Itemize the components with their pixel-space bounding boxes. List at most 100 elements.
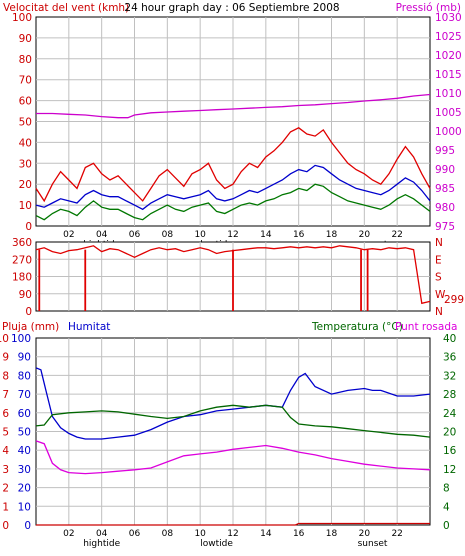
humidity-tick-label: 40 — [18, 445, 31, 457]
wind-speed-x-tick-label: 02 — [63, 230, 74, 240]
temperature-tick-label: 8 — [443, 483, 450, 495]
humidity-temperature-x-tick-label: 08 — [162, 529, 174, 539]
wind-direction-degree-label: 0 — [25, 306, 32, 318]
wind-direction-compass-label: E — [435, 254, 442, 266]
humidity-tick-label: 80 — [18, 370, 31, 382]
wind-speed-x-tick-label: 10 — [194, 230, 206, 240]
rain-tick-label: 3 — [2, 464, 9, 476]
series-velocitat-m-nima-kmh — [35, 183, 431, 221]
pressure-tick-label: 975 — [435, 221, 455, 233]
humidity-tick-label: 20 — [18, 483, 31, 495]
temperature-tick-label: 0 — [443, 520, 450, 532]
humidity-tick-label: 30 — [18, 464, 31, 476]
wind-speed-x-tick-label: 22 — [391, 230, 402, 240]
temperature-tick-label: 24 — [443, 408, 457, 420]
wind-speed-x-tick-label: 20 — [359, 230, 371, 240]
pressure-tick-label: 995 — [435, 145, 455, 157]
tide-annotation-lowtide: lowtide — [200, 539, 233, 549]
pressure-tick-label: 980 — [435, 202, 455, 214]
rain-tick-label: 2 — [2, 483, 9, 495]
wind-direction-degree-label: 360 — [12, 237, 32, 249]
pressure-tick-label: 1020 — [435, 50, 462, 62]
wind-direction-degree-label: 270 — [12, 254, 32, 266]
series-velocitat-del-vent-kmh — [35, 164, 431, 211]
tide-annotation-hightide: hightide — [83, 539, 120, 549]
rain-tick-label: 9 — [2, 352, 9, 364]
pressure-tick-label: 990 — [435, 164, 455, 176]
wind-speed-tick-label: 80 — [19, 54, 32, 66]
wind-speed-x-tick-label: 06 — [129, 230, 141, 240]
humidity-temperature-x-ticks: 02 04 06 08 10 12 14 16 18 20 22 — [63, 529, 403, 539]
wind-speed-x-ticks: 02 04 06 08 10 12 14 16 18 20 22 — [63, 230, 403, 240]
pressure-tick-label: 1005 — [435, 107, 462, 119]
temperature-tick-label: 16 — [443, 445, 457, 457]
humidity-temperature-x-tick-label: 04 — [96, 529, 108, 539]
wind-speed-x-tick-label: 18 — [326, 230, 338, 240]
wind-speed-x-tick-label: 08 — [162, 230, 174, 240]
humidity-tick-label: 10 — [18, 501, 31, 513]
humidity-temperature-series — [35, 367, 431, 526]
wind-speed-tick-label: 0 — [25, 221, 32, 233]
series-pressi-mb — [36, 93, 431, 119]
temperature-tick-label: 20 — [443, 427, 456, 439]
wind-direction-degree-ticks: 0 90 180 270 360 — [12, 237, 32, 318]
humidity-tick-label: 50 — [18, 427, 31, 439]
wind-speed-tick-label: 90 — [19, 33, 32, 45]
wind-speed-tick-label: 10 — [19, 200, 32, 212]
humidity-tick-label: 0 — [24, 520, 31, 532]
wind-speed-tick-label: 50 — [19, 117, 32, 129]
humidity-temperature-x-tick-label: 14 — [260, 529, 272, 539]
humidity-temperature-x-tick-label: 10 — [194, 529, 206, 539]
rain-y-ticks: 0 1 2 3 4 5 6 7 8 9 10 — [0, 333, 9, 532]
rain-tick-label: 1 — [2, 501, 9, 513]
wind-speed-tick-label: 60 — [19, 96, 32, 108]
wind-direction-compass-label: S — [435, 272, 442, 284]
rain-tick-label: 0 — [2, 520, 9, 532]
wind-direction-current-value: 299 — [444, 294, 464, 306]
wind-direction-degree-label: 180 — [12, 272, 32, 284]
temperature-tick-label: 32 — [443, 370, 456, 382]
wind-speed-tick-label: 40 — [19, 137, 32, 149]
humidity-tick-label: 70 — [18, 389, 31, 401]
rain-axis-label: Pluja (mm) — [2, 321, 59, 333]
wind-speed-x-tick-label: 04 — [96, 230, 108, 240]
wind-speed-tick-label: 70 — [19, 75, 32, 87]
series-ratxa-kmh — [35, 127, 431, 203]
rain-tick-label: 7 — [2, 389, 9, 401]
pressure-tick-label: 1010 — [435, 88, 462, 100]
rain-tick-label: 10 — [0, 333, 9, 345]
wind-direction-compass-label: N — [435, 237, 443, 249]
wind-speed-x-tick-label: 12 — [227, 230, 238, 240]
rain-tick-label: 4 — [2, 445, 9, 457]
temperature-tick-label: 40 — [443, 333, 456, 345]
temperature-tick-label: 4 — [443, 501, 450, 513]
wind-direction-degree-label: 90 — [19, 289, 32, 301]
dew-point-axis-label: Punt rosada — [395, 321, 457, 333]
wind-speed-tick-label: 20 — [19, 179, 32, 191]
series-humitat — [35, 367, 431, 440]
wind-speed-x-tick-label: 16 — [293, 230, 305, 240]
temperature-tick-label: 12 — [443, 464, 456, 476]
pressure-y-ticks: 975 980 985 990 995 1000 1005 1010 1015 1020 1025 1… — [435, 12, 462, 233]
pressure-tick-label: 1000 — [435, 126, 462, 138]
wind-direction-series — [35, 245, 431, 311]
wind-speed-tick-label: 100 — [12, 12, 32, 24]
pressure-tick-label: 1025 — [435, 31, 462, 43]
temperature-y-ticks: 0 4 8 12 16 20 24 28 32 36 40 — [443, 333, 457, 532]
wind-speed-x-tick-label: 14 — [260, 230, 272, 240]
wind-speed-y-ticks: 0 10 20 30 40 50 60 70 80 90 100 — [12, 12, 32, 233]
wind-direction-compass-label: N — [435, 306, 443, 318]
humidity-temperature-gridlines — [36, 338, 430, 525]
humidity-tick-label: 60 — [18, 408, 31, 420]
humidity-temperature-x-tick-label: 20 — [359, 529, 371, 539]
wind-speed-series — [35, 93, 431, 221]
humidity-temperature-x-tick-label: 18 — [326, 529, 338, 539]
wind-direction-compass-label: W — [435, 289, 446, 301]
wind-speed-axis-label: Velocitat del vent (kmh) — [3, 2, 129, 14]
pressure-tick-label: 1015 — [435, 69, 462, 81]
temperature-tick-label: 28 — [443, 389, 456, 401]
series-temperatura-c — [35, 404, 431, 438]
